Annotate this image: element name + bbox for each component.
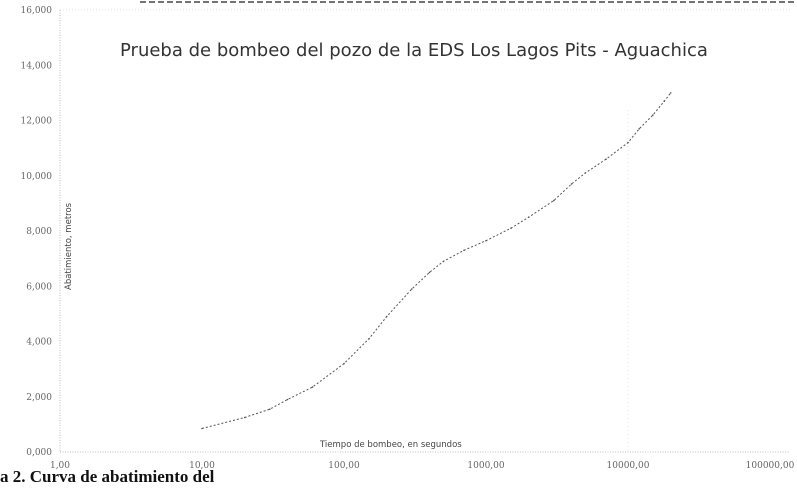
- data-point: [584, 172, 587, 174]
- data-point: [368, 337, 370, 340]
- x-tick-label: 1000,00: [467, 461, 504, 471]
- data-point: [485, 239, 487, 242]
- data-point: [286, 398, 289, 401]
- y-tick-label: 2,000: [26, 393, 52, 403]
- data-point: [605, 158, 607, 160]
- x-tick-label: 1,00: [50, 461, 70, 471]
- x-tick-labels: 1,00 10,00 100,00 1000,00 10000,00 100000,00: [50, 461, 795, 471]
- x-axis-label: Tiempo de bombeo, en segundos: [319, 440, 462, 450]
- data-point: [201, 427, 203, 430]
- y-tick-label: 0,000: [26, 448, 52, 458]
- data-point: [627, 141, 629, 144]
- data-point: [669, 92, 672, 94]
- x-tick-label: 10,00: [189, 461, 215, 471]
- y-tick-labels: 0,000 2,000 4,000 6,000 8,000 10,000 12,000 14,…: [21, 6, 53, 458]
- data-point: [269, 408, 271, 411]
- data-point: [663, 100, 665, 102]
- data-point: [243, 416, 246, 419]
- series-line: [201, 92, 672, 429]
- x-tick-label: 100000,00: [746, 461, 795, 471]
- y-axis-label: Abatimiento, metros: [64, 202, 74, 290]
- data-point: [553, 199, 555, 202]
- data-point: [510, 227, 512, 229]
- chart-title: Prueba de bombeo del pozo de la EDS Los …: [120, 40, 708, 61]
- y-tick-label: 16,000: [21, 6, 53, 16]
- y-tick-label: 10,000: [21, 172, 53, 182]
- figure-caption: a 2. Curva de abatimiento del: [0, 467, 215, 486]
- data-point: [527, 216, 530, 218]
- data-point: [442, 260, 445, 263]
- y-tick-label: 6,000: [26, 282, 52, 292]
- data-point: [570, 183, 573, 185]
- x-tick-label: 100,00: [328, 461, 360, 471]
- series-group: [201, 92, 672, 430]
- data-point: [411, 288, 413, 290]
- data-point: [343, 362, 345, 365]
- plot-frame: [59, 1, 797, 453]
- data-point: [311, 386, 314, 388]
- data-point: [652, 114, 654, 116]
- y-tick-label: 4,000: [26, 338, 52, 348]
- data-point: [638, 128, 640, 130]
- y-tick-label: 12,000: [21, 117, 53, 127]
- data-point: [428, 271, 431, 274]
- data-point: [385, 315, 388, 318]
- x-tick-label: 10000,00: [607, 461, 650, 471]
- y-tick-label: 14,000: [21, 61, 53, 71]
- data-point: [463, 249, 465, 252]
- y-tick-label: 8,000: [26, 227, 52, 237]
